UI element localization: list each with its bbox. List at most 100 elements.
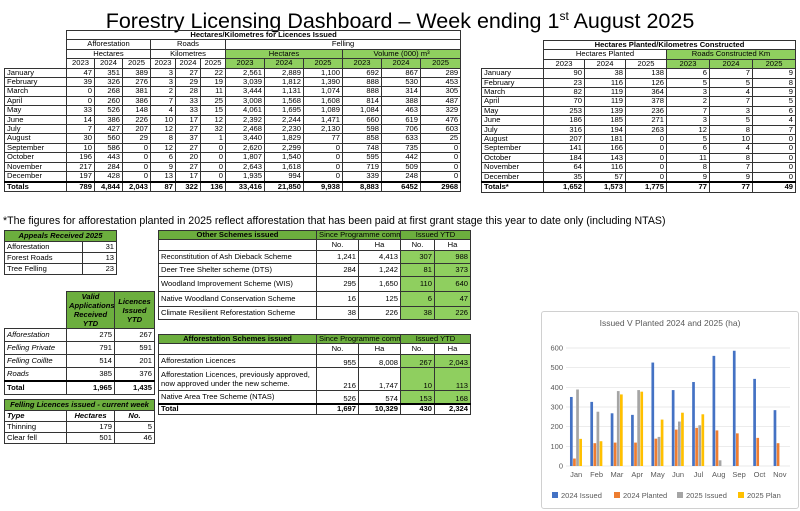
value-cell: 0 xyxy=(122,152,151,163)
value-cell: 35 xyxy=(543,171,585,183)
value-cell: 10 xyxy=(66,142,95,154)
hectares-planted-header: Hectares Planted xyxy=(543,49,667,60)
planted-constructed-table: Hectares Planted/Kilometres Constructed … xyxy=(481,39,797,193)
year-header: 2023 xyxy=(342,58,382,69)
issued-vs-planted-chart: Issued V Planted 2024 and 2025 (ha) 0 100 2… xyxy=(541,311,799,509)
legend-label: 2024 Issued xyxy=(561,491,602,500)
value-cell: 586 xyxy=(94,142,123,154)
value-cell: 351 xyxy=(94,67,123,79)
value-cell: 748 xyxy=(342,142,382,154)
value-cell: 13 xyxy=(150,171,176,182)
table-row: June 14 386 226 10 17 12 2,392 2,244 1,471 660 619 4… xyxy=(4,114,462,126)
y-tick-label: 500 xyxy=(550,363,563,372)
other-ytd-no-header: No. xyxy=(400,239,435,252)
value-cell: 236 xyxy=(625,105,667,117)
value-cell: 867 xyxy=(381,67,421,79)
scheme-value: 988 xyxy=(433,250,472,265)
appeals-caption: Appeals Received 2025 xyxy=(3,230,118,242)
application-row: Felling Coillte 514 201 xyxy=(4,354,155,368)
month-label: August xyxy=(481,134,544,145)
other-ha-header: Ha xyxy=(358,239,401,252)
value-cell: 32 xyxy=(200,124,226,135)
legend-swatch xyxy=(614,492,620,498)
y-tick-label: 300 xyxy=(550,403,563,412)
value-cell: 196 xyxy=(66,152,95,163)
value-cell: 37 xyxy=(175,133,201,144)
value-cell: 0 xyxy=(303,171,343,182)
value-cell: 858 xyxy=(342,133,382,144)
value-cell: 660 xyxy=(342,114,382,126)
scheme-value: 574 xyxy=(358,390,401,405)
bar xyxy=(681,412,684,466)
value-cell: 476 xyxy=(419,114,462,126)
value-cell: 1,608 xyxy=(303,95,343,107)
valid-applications-value: 385 xyxy=(66,367,115,382)
planted-caption: Hectares Planted/Kilometres Constructed xyxy=(542,39,797,51)
value-cell: 8 xyxy=(666,162,710,173)
value-cell: 888 xyxy=(342,86,382,97)
table-row: March 82 119 364 3 4 9 xyxy=(481,87,797,98)
value-cell: 12 xyxy=(666,124,710,136)
scheme-row: Afforestation Licences 955 8,008 267 2,043 xyxy=(158,354,472,369)
value-cell: 10 xyxy=(709,134,753,145)
table-row: May 253 139 236 7 3 6 xyxy=(481,105,797,117)
value-cell: 30 xyxy=(66,133,95,144)
bar xyxy=(631,414,634,466)
year-header: 2025 xyxy=(751,58,797,70)
year-header: 2025 xyxy=(625,58,667,70)
value-cell: 2,392 xyxy=(225,114,265,126)
value-cell: 248 xyxy=(381,171,421,182)
aff-ha-header: Ha xyxy=(358,343,401,356)
legend-swatch xyxy=(552,492,558,498)
value-cell: 57 xyxy=(584,171,626,183)
value-cell: 64 xyxy=(543,162,585,173)
value-cell: 0 xyxy=(66,86,95,97)
total-cell: 1,775 xyxy=(625,181,667,193)
table-row: April 70 119 378 2 7 5 xyxy=(481,96,797,107)
value-cell: 1,074 xyxy=(303,86,343,97)
value-cell: 27 xyxy=(175,142,201,154)
other-ytd-ha-header: Ha xyxy=(433,239,472,252)
scheme-name: Afforestation Licences, previously appro… xyxy=(158,367,317,392)
scheme-value: 1,242 xyxy=(358,263,401,278)
value-cell: 1,131 xyxy=(264,86,304,97)
month-label: June xyxy=(481,115,544,126)
appeal-row: Forest Roads 13 xyxy=(4,252,118,264)
table-row: December 197 428 0 13 17 0 1,935 994 0 339 248 0 xyxy=(4,171,462,182)
totals-row: Total 1,965 1,435 xyxy=(4,380,155,395)
bar xyxy=(701,414,705,466)
value-cell: 0 xyxy=(200,152,226,163)
value-cell: 2,468 xyxy=(225,124,265,135)
totals-row: Totals 789 4,844 2,043 87 322 136 33,416 21,850 9… xyxy=(4,180,462,192)
value-cell: 9 xyxy=(751,68,797,79)
value-cell: 0 xyxy=(122,142,151,154)
table-row: July 7 427 207 12 27 32 2,468 2,230 2,130 598 706 60… xyxy=(4,124,462,135)
value-cell: 138 xyxy=(625,68,667,79)
application-type: Felling Coillte xyxy=(4,354,67,368)
year-header: 2023 xyxy=(150,58,176,69)
value-cell: 1,935 xyxy=(225,171,265,182)
scheme-row: Reconstitution of Ash Dieback Scheme 1,24… xyxy=(158,250,472,265)
scheme-row: Native Woodland Conservation Scheme 16 125… xyxy=(158,291,472,308)
legend-swatch xyxy=(738,492,744,498)
value-cell: 23 xyxy=(543,77,585,89)
value-cell: 509 xyxy=(381,161,421,173)
total-cell: 77 xyxy=(666,181,710,193)
felling-number: 5 xyxy=(114,421,155,433)
scheme-value: 110 xyxy=(400,276,435,293)
value-cell: 381 xyxy=(122,86,151,97)
roads-unit-header: Kilometres xyxy=(150,48,226,60)
other-schemes-caption: Other Schemes issued xyxy=(158,229,317,241)
totals-label: Totals xyxy=(4,180,67,192)
value-cell: 2,244 xyxy=(264,114,304,126)
total-cell: 789 xyxy=(66,180,95,192)
value-cell: 3,440 xyxy=(225,133,265,144)
value-cell: 1,084 xyxy=(342,105,382,116)
year-header: 2025 xyxy=(122,58,151,69)
table-row: October 184 143 0 11 8 0 xyxy=(481,152,797,164)
application-type: Roads xyxy=(4,367,67,382)
value-cell: 25 xyxy=(419,133,462,144)
bar xyxy=(718,460,722,466)
other-since-header: Since Programme commenced xyxy=(316,229,401,241)
table-row: November 64 116 0 8 7 0 xyxy=(481,162,797,173)
